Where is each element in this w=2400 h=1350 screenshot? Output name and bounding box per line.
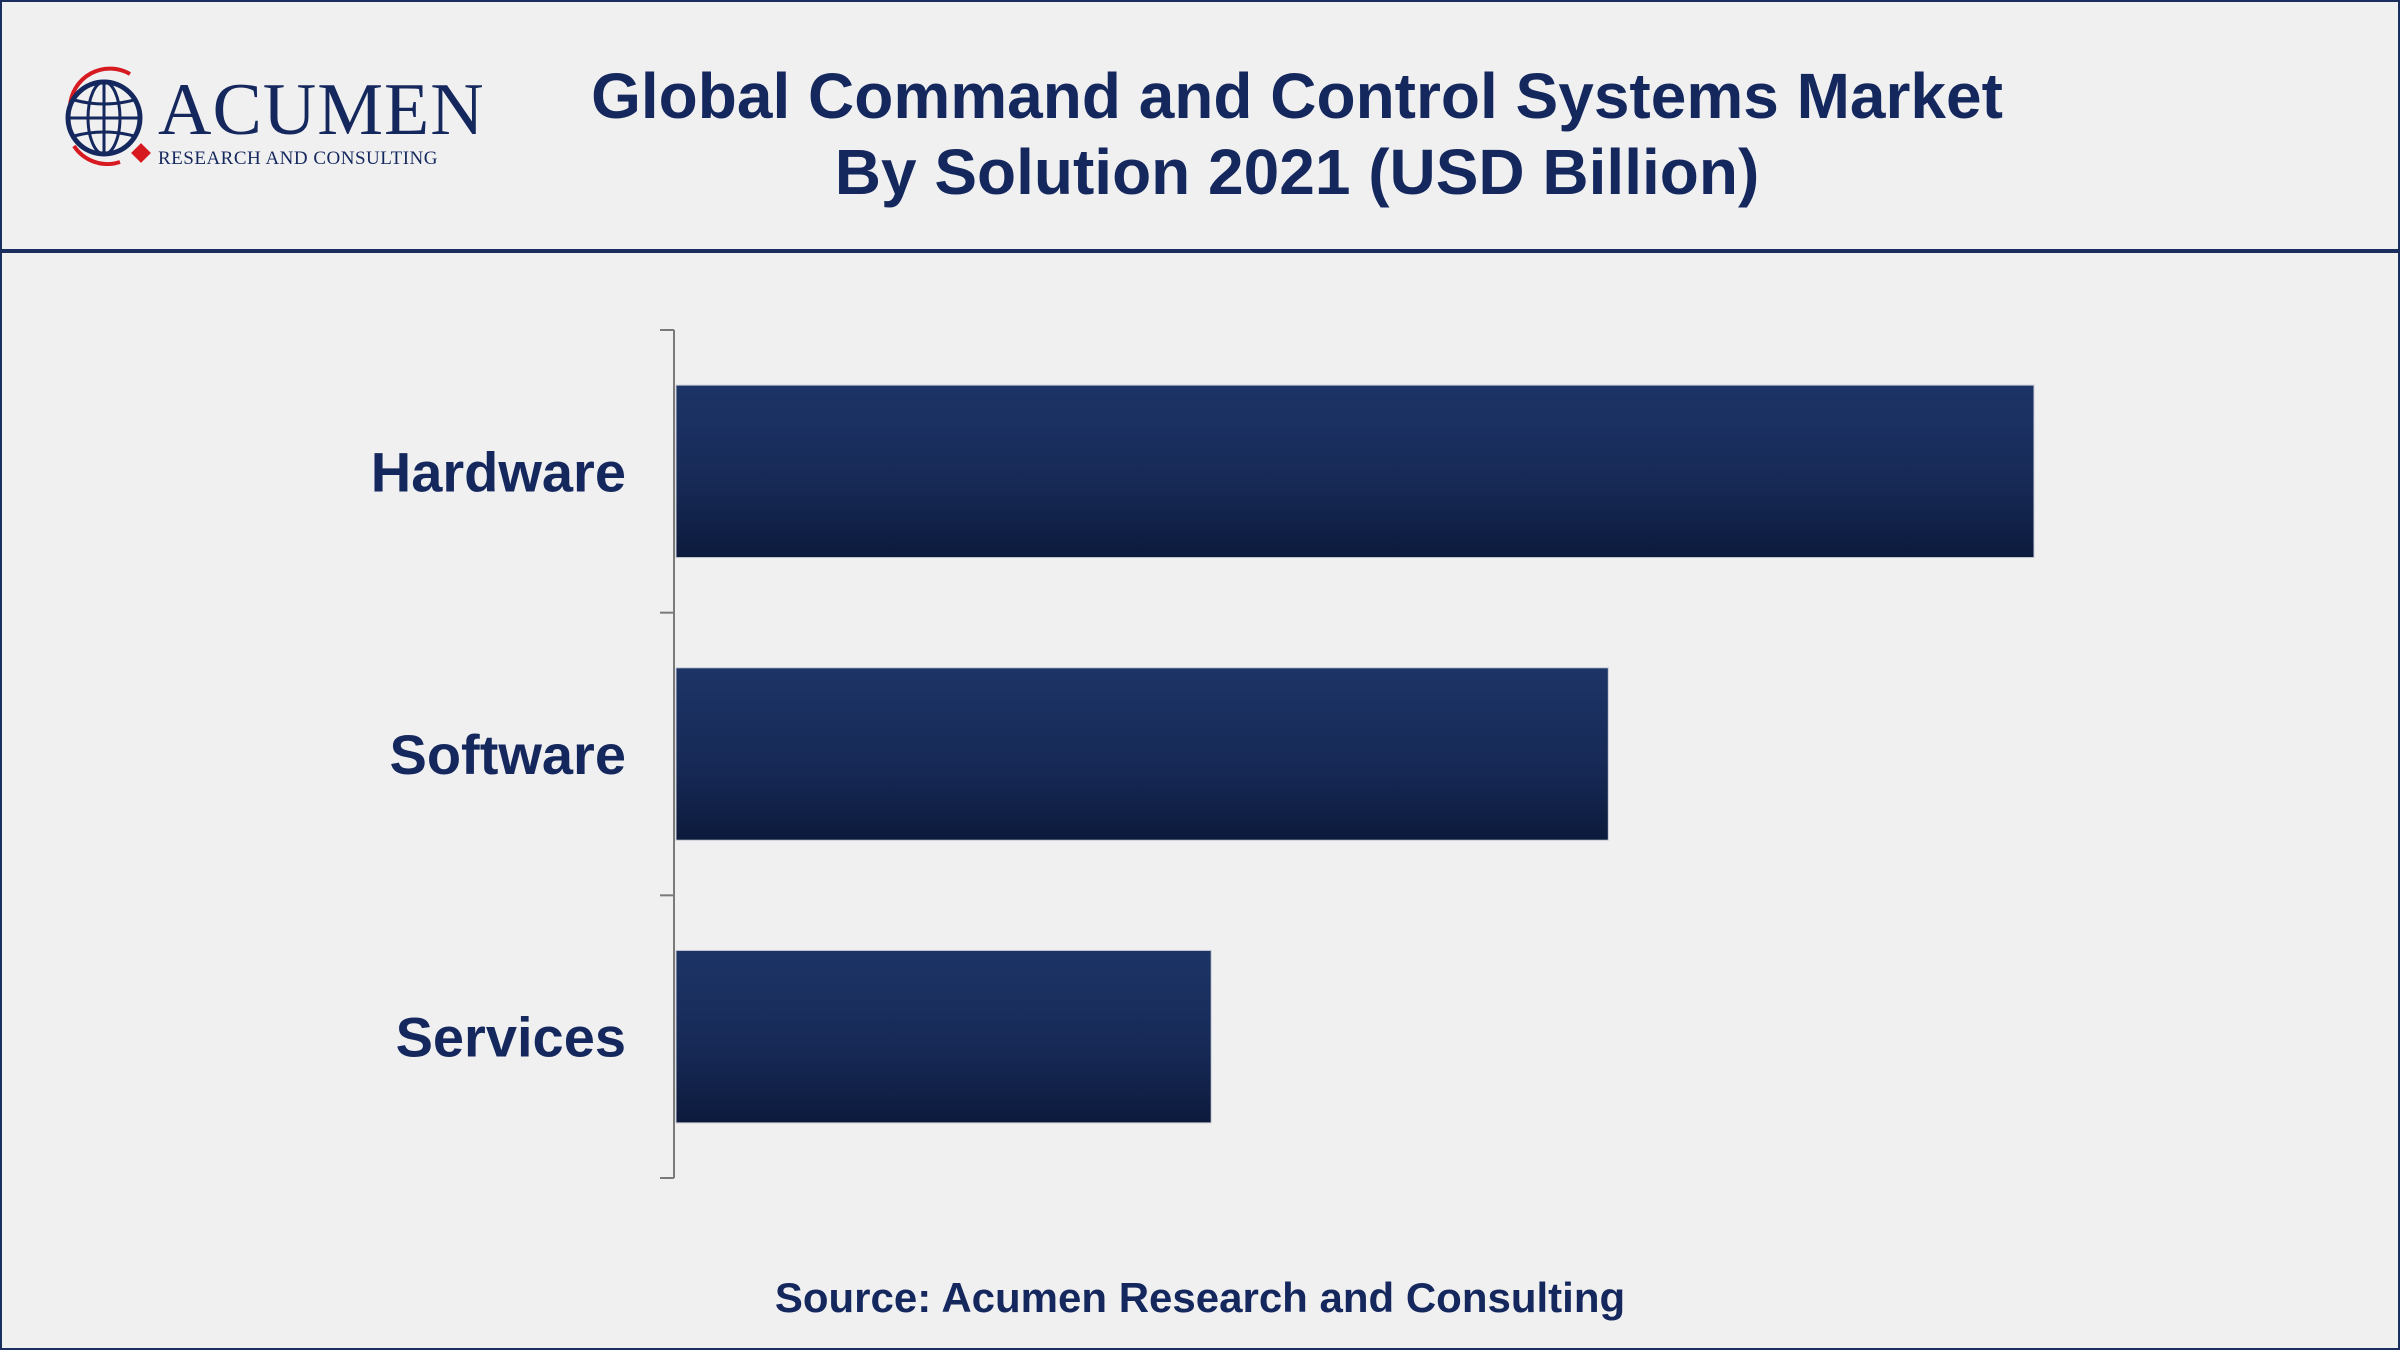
title-line-1: Global Command and Control Systems Marke…	[591, 60, 2003, 132]
chart-title: Global Command and Control Systems Marke…	[482, 58, 2112, 210]
y-axis	[660, 329, 675, 1179]
bar-hardware	[675, 384, 2035, 559]
acumen-logo: ACUMEN RESEARCH AND CONSULTING	[60, 66, 484, 176]
bar-services	[675, 949, 1212, 1124]
title-line-2: By Solution 2021 (USD Billion)	[834, 136, 1760, 208]
source-note: Source: Acumen Research and Consulting	[774, 1274, 1626, 1321]
bars	[675, 384, 2035, 1124]
logo-tagline: RESEARCH AND CONSULTING	[158, 148, 438, 169]
category-label-hardware: Hardware	[371, 440, 626, 503]
logo-wordmark: ACUMEN	[158, 69, 485, 151]
category-labels: Hardware Software Services	[371, 440, 626, 1068]
bar-software	[675, 667, 1609, 841]
category-label-services: Services	[396, 1006, 626, 1069]
category-label-software: Software	[390, 723, 627, 786]
globe-icon	[65, 66, 151, 166]
header: ACUMEN RESEARCH AND CONSULTING Global Co…	[2, 2, 2398, 253]
